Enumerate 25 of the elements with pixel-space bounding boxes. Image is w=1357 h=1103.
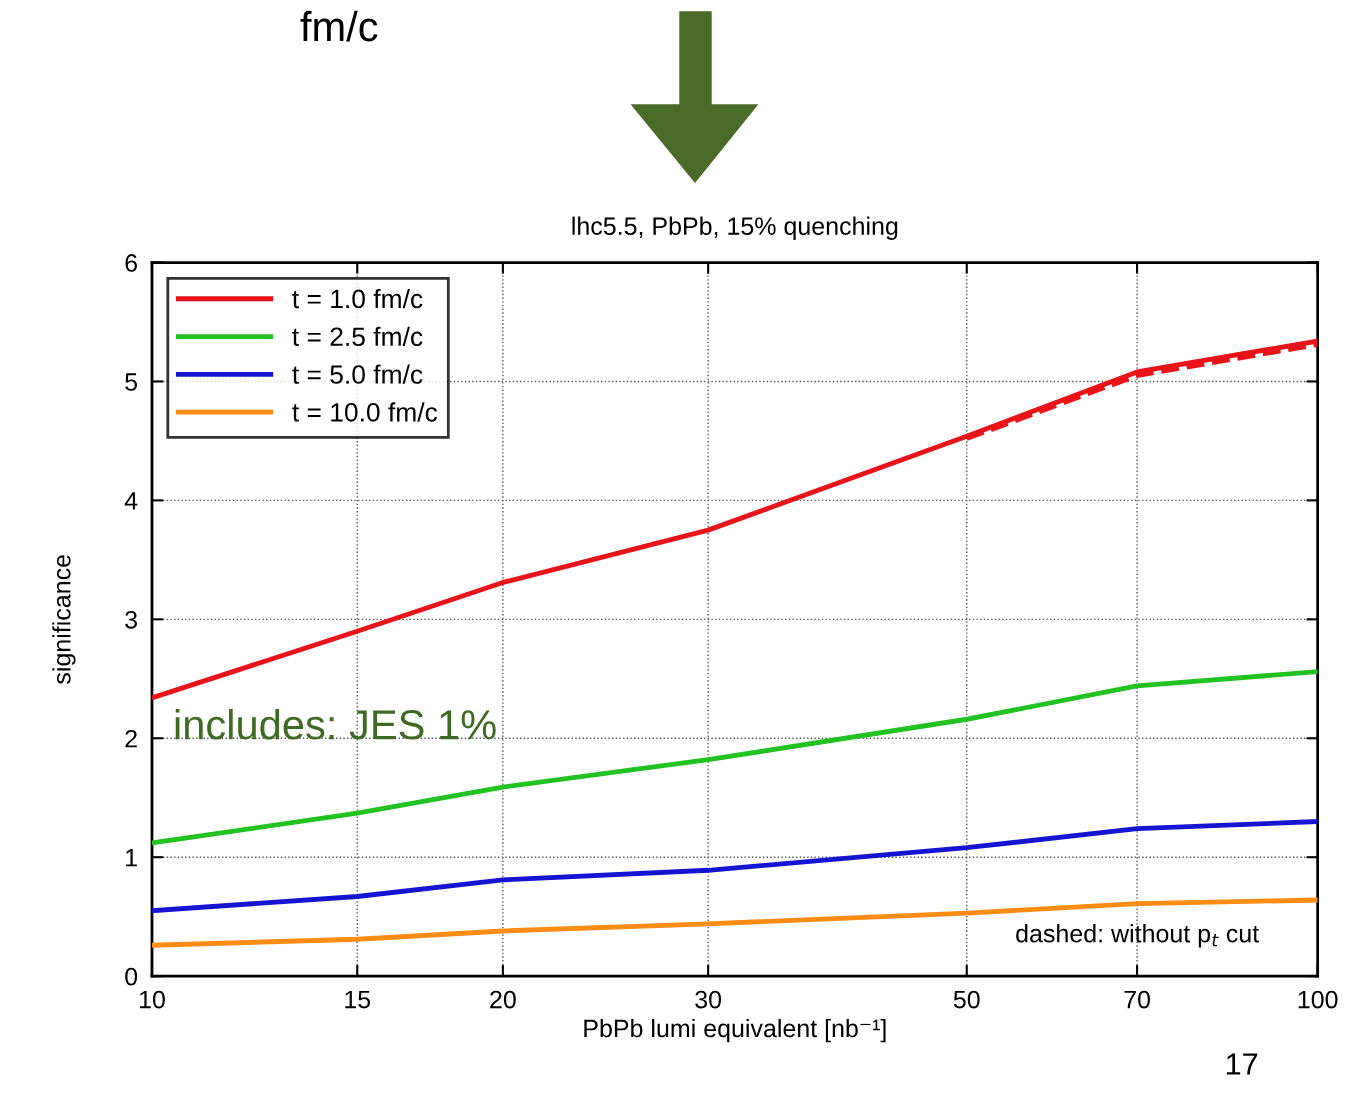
legend-label: t = 10.0 fm/c	[292, 402, 438, 422]
y-tick-label: 4	[124, 492, 138, 510]
x-tick-label: 10	[139, 990, 165, 1009]
text: 17	[1226, 1053, 1258, 1075]
y-tick-label: 5	[125, 373, 138, 391]
x-tick-label: 20	[490, 990, 516, 1009]
y-tick-label: 1	[126, 849, 137, 867]
legend-label: t = 1.0 fm/c	[292, 288, 423, 309]
legend-label: t = 5.0 fm/c	[292, 364, 423, 384]
y-tick-label: 6	[125, 254, 137, 272]
text: fm/c	[300, 10, 378, 42]
x-tick-label: 30	[695, 990, 722, 1009]
annotation: includes: JES 1%	[175, 708, 496, 740]
y-axis-title: significance	[52, 555, 76, 684]
x-tick-label: 50	[953, 990, 980, 1009]
y-tick-label: 0	[125, 967, 138, 986]
x-axis-title: PbPb lumi equivalent [nb⁻¹]	[584, 1018, 886, 1043]
annotation: dashed: without p$_{t}$ cut	[1016, 924, 1259, 948]
y-tick-label: 3	[125, 610, 137, 629]
x-tick-label: 15	[345, 990, 371, 1009]
y-tick-label: 2	[125, 729, 137, 748]
legend-label: t = 2.5 fm/c	[292, 326, 423, 347]
chart-title: lhc5.5, PbPb, 15% quenching	[572, 216, 898, 240]
x-tick-label: 100	[1298, 990, 1338, 1009]
x-tick-label: 70	[1124, 990, 1151, 1009]
